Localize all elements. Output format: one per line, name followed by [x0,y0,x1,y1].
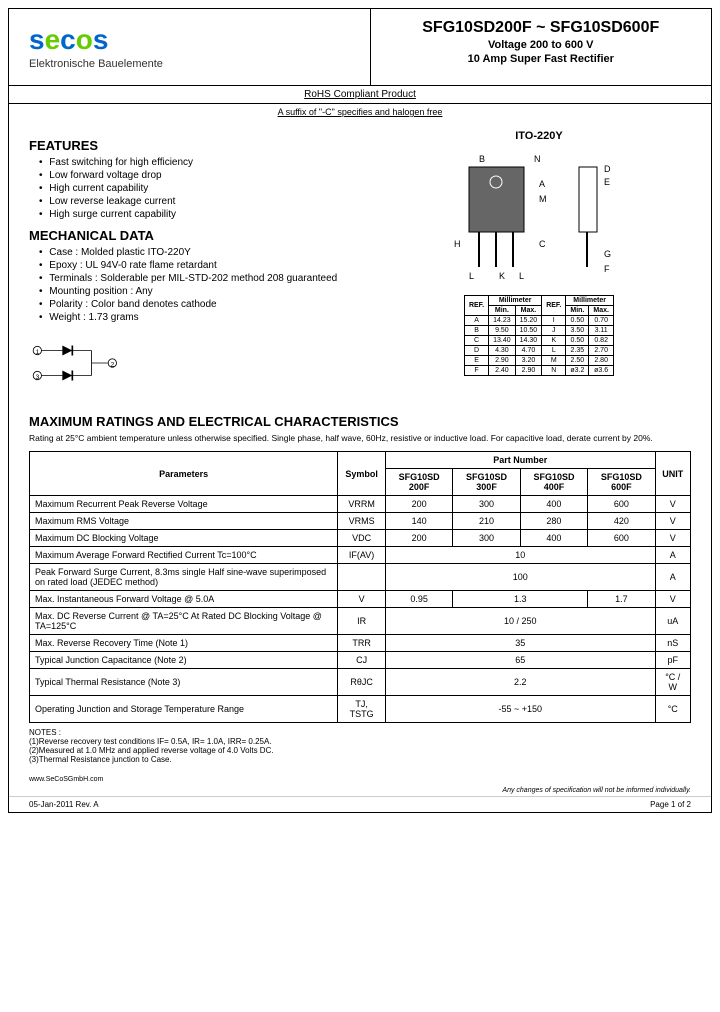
svg-text:B: B [479,154,485,164]
logo-section: s e c o s Elektronische Bauelemente [9,9,371,85]
header: s e c o s Elektronische Bauelemente SFG1… [9,9,711,86]
mechanical-item: Mounting position : Any [39,286,367,297]
feature-item: High current capability [39,183,367,194]
footer: 05-Jan-2011 Rev. A Page 1 of 2 [9,796,711,812]
two-column-layout: FEATURES Fast switching for high efficie… [29,130,691,406]
datasheet-page: s e c o s Elektronische Bauelemente SFG1… [8,8,712,813]
mechanical-item: Case : Molded plastic ITO-220Y [39,247,367,258]
part-range: SFG10SD200F ~ SFG10SD600F [381,19,702,37]
logo-letter: s [29,24,43,56]
logo-letter: e [45,24,59,56]
suffix-line: A suffix of "-C" specifies and halogen f… [9,104,711,120]
footer-page: Page 1 of 2 [650,800,691,809]
mechanical-heading: MECHANICAL DATA [29,228,367,243]
svg-text:E: E [604,177,610,187]
ratings-heading: MAXIMUM RATINGS AND ELECTRICAL CHARACTER… [29,414,691,429]
url: www.SeCoSGmbH.com [9,774,711,785]
ratings-intro: Rating at 25°C ambient temperature unles… [29,433,691,443]
product-desc: 10 Amp Super Fast Rectifier [381,53,702,65]
ratings-table: ParametersSymbolPart NumberUNITSFG10SD 2… [29,451,691,723]
feature-item: Fast switching for high efficiency [39,157,367,168]
mechanical-item: Polarity : Color band denotes cathode [39,299,367,310]
dimensions-table: REF.MillimeterREF.MillimeterMin.Max.Min.… [464,295,614,376]
svg-text:1: 1 [36,349,40,356]
note-item: (3)Thermal Resistance junction to Case. [29,755,691,764]
footer-date: 05-Jan-2011 Rev. A [29,800,99,809]
notes-label: NOTES : [29,728,691,737]
package-diagram: B N M A H C K L L D E G F [387,147,691,287]
feature-item: Low forward voltage drop [39,170,367,181]
svg-text:K: K [499,271,505,281]
package-label: ITO-220Y [387,130,691,142]
package-drawing-icon: B N M A H C K L L D E G F [439,147,639,287]
circuit-diagram: 1 3 2 [29,333,367,396]
svg-text:H: H [454,239,461,249]
svg-text:2: 2 [111,361,115,368]
feature-item: High surge current capability [39,209,367,220]
svg-text:A: A [539,179,545,189]
disclaimer: Any changes of specification will not be… [9,785,711,796]
mechanical-item: Weight : 1.73 grams [39,312,367,323]
note-item: (2)Measured at 1.0 MHz and applied rever… [29,746,691,755]
logo-letter: o [76,24,91,56]
company-logo: s e c o s [29,24,350,56]
mechanical-list: Case : Molded plastic ITO-220Y Epoxy : UL… [39,247,367,323]
features-heading: FEATURES [29,138,367,153]
mechanical-item: Epoxy : UL 94V-0 rate flame retardant [39,260,367,271]
svg-text:F: F [604,264,610,274]
logo-letter: s [93,24,107,56]
svg-text:L: L [469,271,474,281]
mechanical-item: Terminals : Solderable per MIL-STD-202 m… [39,273,367,284]
title-section: SFG10SD200F ~ SFG10SD600F Voltage 200 to… [371,9,712,85]
svg-text:C: C [539,239,546,249]
note-item: (1)Reverse recovery test conditions IF= … [29,737,691,746]
left-column: FEATURES Fast switching for high efficie… [29,130,367,406]
svg-text:L: L [519,271,524,281]
svg-text:D: D [604,164,611,174]
notes-section: NOTES : (1)Reverse recovery test conditi… [29,728,691,764]
voltage-desc: Voltage 200 to 600 V [381,39,702,51]
features-list: Fast switching for high efficiency Low fo… [39,157,367,220]
diode-circuit-icon: 1 3 2 [29,333,129,393]
svg-text:N: N [534,154,541,164]
content: FEATURES Fast switching for high efficie… [9,120,711,774]
feature-item: Low reverse leakage current [39,196,367,207]
svg-text:G: G [604,249,611,259]
right-column: ITO-220Y B N M A H C K L L D E G F REF.M… [387,130,691,406]
rohs-line: RoHS Compliant Product [9,86,711,104]
company-subtitle: Elektronische Bauelemente [29,58,350,70]
svg-text:3: 3 [36,374,40,381]
svg-text:M: M [539,194,547,204]
logo-letter: c [60,24,74,56]
